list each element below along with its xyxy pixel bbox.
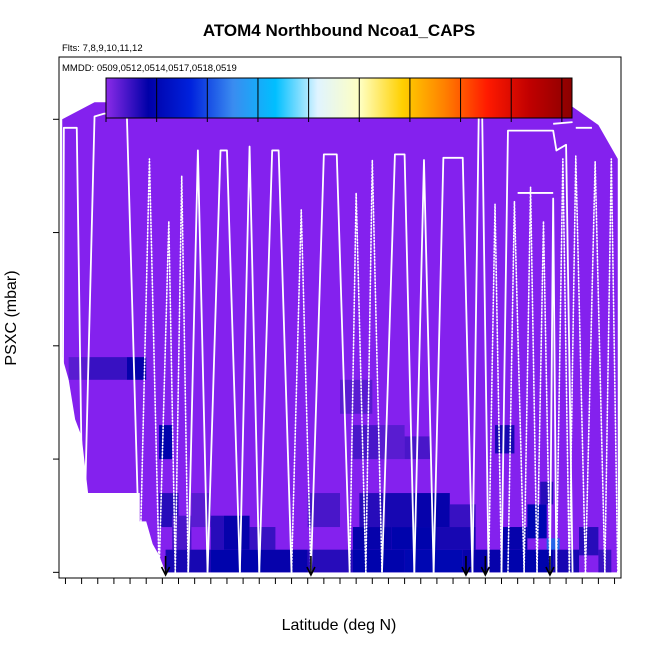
flight-profile (555, 158, 571, 574)
heatmap-cell (501, 549, 554, 573)
heatmap-cell (417, 493, 450, 528)
heatmap-cell (307, 549, 353, 573)
flight-profile (348, 192, 367, 574)
flight-profile (487, 203, 503, 574)
heatmap-cell (352, 549, 405, 573)
flight-profile (310, 153, 351, 573)
flight-profile (290, 209, 312, 574)
heatmap-cell (126, 357, 147, 380)
x-axis (64, 578, 616, 584)
heatmap-cell (223, 515, 250, 550)
flight-profile (568, 155, 587, 574)
flight-profile (604, 158, 619, 574)
flight-profile (187, 149, 209, 573)
chart-title: ATOM4 Northbound Ncoa1_CAPS (203, 21, 475, 40)
heatmap-cell (172, 515, 192, 550)
heatmap-cell (579, 527, 599, 556)
arrow-marker (160, 566, 171, 577)
arrow-marker (545, 566, 555, 577)
flight-profile (584, 160, 606, 574)
heatmap-cell (210, 549, 263, 573)
heatmap-cell (436, 527, 476, 550)
heatmap-cell (449, 504, 476, 528)
flight-profile (523, 186, 538, 574)
heatmap-cell (68, 357, 89, 380)
colorbar (105, 77, 573, 122)
arrow-marker (480, 566, 491, 577)
dates-label: MMDD: 0509,0512,0514,0517,0518,0519 (62, 63, 237, 74)
heatmap-cell (352, 425, 379, 460)
heatmap-cell (88, 357, 127, 380)
plot-area (61, 102, 619, 574)
arrow-marker (461, 566, 471, 577)
heatmap-cell (191, 493, 211, 528)
flight-profile (174, 175, 189, 574)
flight-profile (206, 149, 241, 573)
data-domain-background (62, 102, 618, 573)
flight-profile (158, 220, 177, 574)
flight-profile (82, 112, 141, 573)
flight-profile (549, 197, 558, 573)
y-axis (53, 118, 59, 573)
flight-profile (238, 145, 261, 573)
heatmap-cell (495, 425, 515, 454)
heatmap-cell (352, 527, 392, 550)
flight-profile (507, 200, 525, 574)
heatmap-cell (378, 425, 405, 460)
heatmap-cell (527, 504, 547, 539)
heatmap-cell (159, 425, 173, 460)
flight-profile (365, 159, 383, 574)
heatmap-cell (210, 515, 224, 550)
flight-profile (61, 126, 85, 573)
y-axis-label: PSXC (mbar) (3, 270, 20, 365)
flight-profile (381, 153, 416, 573)
heatmap-cell (262, 549, 308, 573)
flights-label: Flts: 7,8,9,10,11,12 (62, 43, 143, 54)
flight-profile (138, 158, 160, 574)
flight-profile (500, 129, 574, 573)
arrow-marker (306, 566, 316, 577)
x-axis-label: Latitude (deg N) (282, 617, 397, 634)
flight-profile (413, 159, 435, 573)
flight-profile (432, 156, 474, 573)
flight-profile (258, 149, 293, 573)
heatmap-cell (249, 527, 276, 550)
flight-profile (553, 121, 573, 125)
colorbar-ramp (105, 77, 573, 119)
flight-profile (536, 220, 551, 574)
